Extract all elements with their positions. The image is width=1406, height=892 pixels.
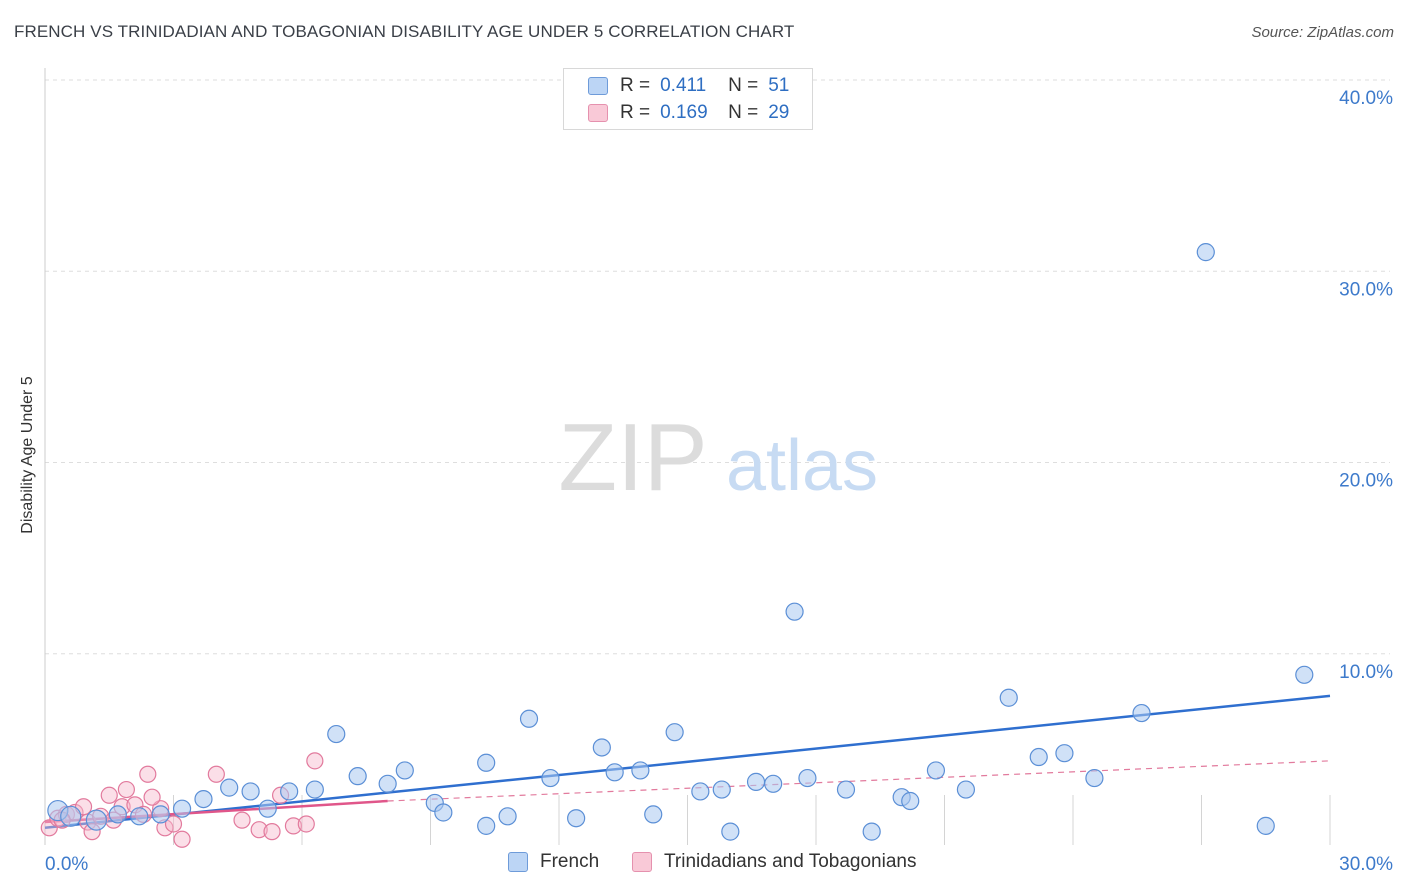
watermark: ZIP atlas (558, 404, 878, 511)
data-point-french (567, 809, 586, 828)
data-point-french (519, 709, 539, 728)
data-point-trini (117, 780, 135, 799)
y-tick-label: 20.0% (1339, 471, 1393, 492)
data-point-trini (139, 765, 157, 783)
legend-r-value-french: 0.411 (660, 75, 707, 96)
watermark-zip: ZIP (558, 404, 707, 511)
legend-n-label: N = (728, 75, 759, 96)
legend-swatch-french (508, 852, 528, 872)
data-point-trini (164, 815, 183, 833)
data-point-french (327, 724, 346, 744)
trendline-trini-extension (387, 760, 1331, 802)
legend-n-value-french: 51 (768, 75, 790, 96)
data-point-french (746, 772, 766, 791)
data-point-french (151, 805, 170, 824)
legend-r-value-trini: 0.169 (660, 102, 708, 123)
data-point-french (241, 782, 260, 801)
data-point-trini (207, 765, 225, 783)
data-point-french (712, 780, 731, 799)
legend-row-french: R = 0.411 N = 51 (588, 74, 789, 98)
data-point-french (1132, 703, 1151, 723)
series-legend: French Trinidadians and Tobagonians (0, 851, 1406, 879)
data-point-trini (284, 817, 303, 835)
data-point-trini (173, 830, 191, 848)
chart-title: FRENCH VS TRINIDADIAN AND TOBAGONIAN DIS… (14, 22, 795, 41)
legend-label-trini: Trinidadians and Tobagonians (664, 851, 917, 872)
y-tick-label: 10.0% (1339, 662, 1393, 683)
data-point-french (1029, 747, 1048, 767)
axis-ticks: 10.0% 20.0% 30.0% 40.0% 0.0% 30.0% (45, 88, 1393, 875)
x-tick-label: 30.0% (1339, 854, 1393, 875)
data-point-french (798, 768, 817, 788)
data-point-french (305, 780, 324, 799)
data-point-trini (40, 819, 58, 837)
data-point-french (477, 753, 496, 772)
legend-r-label: R = (620, 75, 651, 96)
data-point-french (541, 768, 560, 788)
data-point-french (258, 799, 277, 818)
data-point-french (108, 805, 127, 824)
data-point-french (764, 774, 783, 793)
data-point-french (665, 723, 684, 742)
data-point-french (498, 807, 517, 826)
legend-n-label: N = (728, 102, 759, 123)
legend-swatch-trini (632, 852, 652, 872)
y-tick-label: 40.0% (1339, 88, 1393, 109)
source-label: Source: ZipAtlas.com (1251, 24, 1394, 41)
data-point-french (862, 822, 881, 841)
data-point-trini (306, 752, 324, 770)
data-point-french (280, 782, 299, 801)
data-points (40, 243, 1314, 848)
data-point-trini (263, 823, 281, 841)
data-point-french (85, 809, 108, 831)
legend-swatch-trini (588, 104, 608, 122)
legend-item-trini[interactable]: Trinidadians and Tobagonians (632, 851, 916, 873)
data-point-french (1055, 744, 1074, 763)
data-point-trini (297, 815, 315, 833)
data-point-french (926, 761, 946, 780)
data-point-french (605, 763, 624, 782)
x-tick-label: 0.0% (45, 854, 88, 875)
data-point-french (1196, 243, 1215, 262)
data-point-french (836, 780, 856, 799)
data-point-french (348, 767, 367, 786)
data-point-french (785, 602, 804, 621)
data-point-french (901, 791, 920, 811)
data-point-french (220, 778, 239, 797)
data-point-french (378, 774, 397, 793)
stats-legend: R = 0.411 N = 51 R = 0.169 N = 29 (563, 68, 813, 130)
data-point-french (130, 807, 149, 826)
data-point-french (1256, 816, 1275, 835)
data-point-french (956, 780, 976, 799)
grid-lines (44, 68, 1390, 845)
data-point-french (721, 822, 740, 841)
legend-n-value-trini: 29 (768, 102, 790, 123)
legend-item-french[interactable]: French (508, 851, 599, 873)
data-point-french (1295, 665, 1314, 684)
data-point-trini (233, 811, 251, 829)
data-point-trini (250, 821, 268, 839)
data-point-french (1085, 768, 1104, 788)
data-point-french (172, 799, 192, 818)
data-point-french (477, 816, 496, 835)
data-point-french (999, 688, 1018, 707)
data-point-french (60, 805, 82, 827)
legend-label-french: French (540, 851, 600, 872)
data-point-trini (143, 788, 161, 806)
data-point-french (395, 761, 414, 780)
legend-r-label: R = (620, 102, 651, 123)
data-point-french (691, 782, 710, 801)
legend-row-trini: R = 0.169 N = 29 (588, 101, 789, 125)
data-point-french (631, 761, 650, 780)
watermark-atlas: atlas (726, 426, 878, 506)
data-point-french (644, 805, 663, 824)
legend-swatch-french (588, 77, 608, 95)
data-point-french (434, 803, 453, 822)
y-tick-label: 30.0% (1339, 279, 1393, 300)
data-point-trini (100, 786, 118, 804)
data-point-french (194, 789, 213, 809)
data-point-french (592, 738, 611, 757)
